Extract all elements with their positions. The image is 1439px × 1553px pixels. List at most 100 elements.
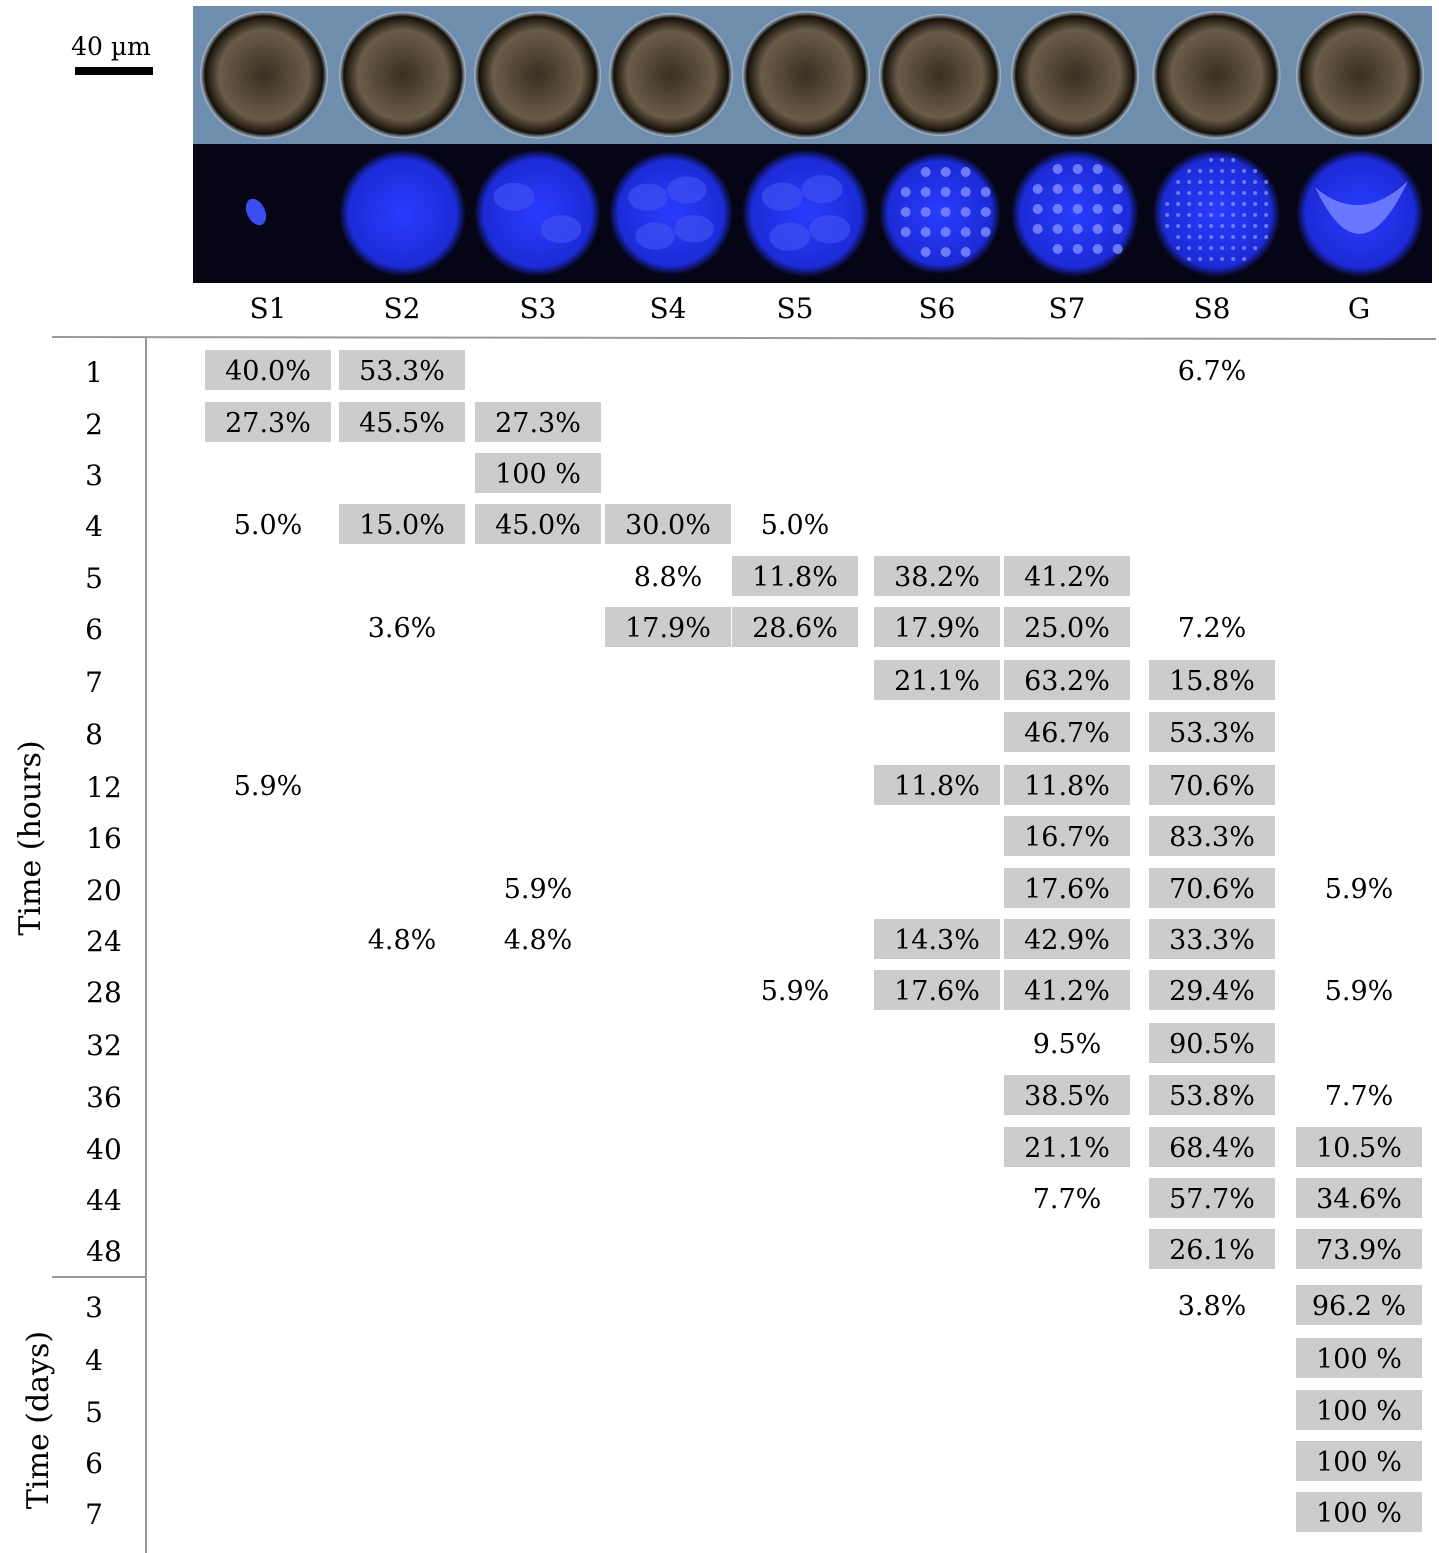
cell-s2-24: 4.8% <box>368 925 437 956</box>
cell-value: 9.5% <box>1033 1029 1102 1060</box>
cell-highlight-box <box>1149 1178 1275 1218</box>
column-header-s5: S5 <box>777 292 814 325</box>
cell-value: 38.2% <box>894 562 980 593</box>
cell-value: 68.4% <box>1169 1133 1255 1164</box>
cell-value: 5.9% <box>761 976 830 1007</box>
cell-s5-5: 11.8% <box>732 556 858 596</box>
cell-highlight-box <box>605 504 731 544</box>
cell-s8-32: 90.5% <box>1149 1023 1275 1063</box>
cell-value: 5.9% <box>1325 976 1394 1007</box>
nuclei-s1 <box>245 198 267 226</box>
cell-value: 4.8% <box>368 925 437 956</box>
cell-value: 10.5% <box>1316 1133 1402 1164</box>
cell-s6-6: 17.9% <box>874 607 1000 647</box>
column-header-s2: S2 <box>384 292 421 325</box>
column-header-s6: S6 <box>919 292 956 325</box>
row-label-hours-7: 7 <box>85 666 103 699</box>
group-titles: Time (hours) Time (days) <box>13 740 56 1509</box>
cell-s8-36: 53.8% <box>1149 1075 1275 1115</box>
cell-s7-6: 25.0% <box>1004 607 1130 647</box>
cell-s6-7: 21.1% <box>874 660 1000 700</box>
cell-s4-4: 30.0% <box>605 504 731 544</box>
cell-s7-20: 17.6% <box>1004 868 1130 908</box>
cell-s1-2: 27.3% <box>205 402 331 442</box>
cell-highlight-box <box>1149 1075 1275 1115</box>
cell-s8-20: 70.6% <box>1149 868 1275 908</box>
cell-highlight-box <box>475 402 601 442</box>
cell-s1-12: 5.9% <box>234 771 303 802</box>
cell-highlight-box <box>1149 1127 1275 1167</box>
cell-s6-24: 14.3% <box>874 919 1000 959</box>
row-label-hours-16: 16 <box>86 822 122 855</box>
cell-value: 16.7% <box>1024 822 1110 853</box>
cell-highlight-box <box>1149 1023 1275 1063</box>
cell-g-5: 100 % <box>1296 1390 1422 1430</box>
cell-s8-6: 7.2% <box>1178 613 1247 644</box>
cell-highlight-box <box>339 350 465 390</box>
cell-s5-6: 28.6% <box>732 607 858 647</box>
cell-highlight-box <box>1004 1127 1130 1167</box>
cell-value: 15.8% <box>1169 666 1255 697</box>
cell-value: 100 % <box>495 459 581 490</box>
cell-g-3: 96.2 % <box>1296 1285 1422 1325</box>
cell-value: 3.6% <box>368 613 437 644</box>
row-label-hours-44: 44 <box>86 1184 122 1217</box>
cell-value: 3.8% <box>1178 1291 1247 1322</box>
brightfield-cell-s1 <box>200 11 328 139</box>
fluorescence-cell-s6 <box>879 152 1001 274</box>
cell-g-44: 34.6% <box>1296 1178 1422 1218</box>
cell-highlight-box <box>1004 660 1130 700</box>
cell-highlight-box <box>1004 1075 1130 1115</box>
row-label-hours-24: 24 <box>86 925 122 958</box>
cell-highlight-box <box>1004 868 1130 908</box>
cell-s8-44: 57.7% <box>1149 1178 1275 1218</box>
cell-value: 34.6% <box>1316 1184 1402 1215</box>
cell-value: 42.9% <box>1024 925 1110 956</box>
column-header-s3: S3 <box>520 292 557 325</box>
cell-s3-20: 5.9% <box>504 874 573 905</box>
cell-s3-3: 100 % <box>475 453 601 493</box>
cell-highlight-box <box>605 607 731 647</box>
cell-s1-4: 5.0% <box>234 510 303 541</box>
cell-highlight-box <box>1149 816 1275 856</box>
cell-s8-1: 6.7% <box>1178 356 1247 387</box>
cell-value: 90.5% <box>1169 1029 1255 1060</box>
cell-s8-24: 33.3% <box>1149 919 1275 959</box>
cell-highlight-box <box>1296 1178 1422 1218</box>
cell-g-28: 5.9% <box>1325 976 1394 1007</box>
cell-value: 26.1% <box>1169 1235 1255 1266</box>
cell-s8-48: 26.1% <box>1149 1229 1275 1269</box>
cell-g-20: 5.9% <box>1325 874 1394 905</box>
cell-highlight-box <box>1296 1492 1422 1532</box>
cell-s8-16: 83.3% <box>1149 816 1275 856</box>
brightfield-cell-s7 <box>1011 11 1139 139</box>
cell-s2-2: 45.5% <box>339 402 465 442</box>
cell-highlight-box <box>732 556 858 596</box>
cell-s8-28: 29.4% <box>1149 970 1275 1010</box>
cell-s7-40: 21.1% <box>1004 1127 1130 1167</box>
fluorescence-cell-s4 <box>609 151 733 275</box>
cell-highlight-box <box>1149 919 1275 959</box>
cell-s6-5: 38.2% <box>874 556 1000 596</box>
cell-value: 17.6% <box>1024 874 1110 905</box>
cell-value: 46.7% <box>1024 718 1110 749</box>
cell-g-48: 73.9% <box>1296 1229 1422 1269</box>
fluorescence-cell-s2 <box>339 149 466 277</box>
cell-g-36: 7.7% <box>1325 1081 1394 1112</box>
row-label-hours-40: 40 <box>86 1133 122 1166</box>
cell-highlight-box <box>339 402 465 442</box>
cell-s8-8: 53.3% <box>1149 712 1275 752</box>
scale-bar-label: 40 µm <box>71 32 151 61</box>
cell-highlight-box <box>1004 765 1130 805</box>
cell-value: 100 % <box>1316 1344 1402 1375</box>
cell-value: 7.7% <box>1325 1081 1394 1112</box>
cell-value: 25.0% <box>1024 613 1110 644</box>
row-label-hours-28: 28 <box>86 976 122 1009</box>
cell-value: 21.1% <box>894 666 980 697</box>
cell-value: 7.2% <box>1178 613 1247 644</box>
cell-s7-5: 41.2% <box>1004 556 1130 596</box>
cell-s8-12: 70.6% <box>1149 765 1275 805</box>
cell-s5-4: 5.0% <box>761 510 830 541</box>
column-headers: S1 S2 S3 S4 S5 S6 S7 S8 G <box>250 292 1371 325</box>
